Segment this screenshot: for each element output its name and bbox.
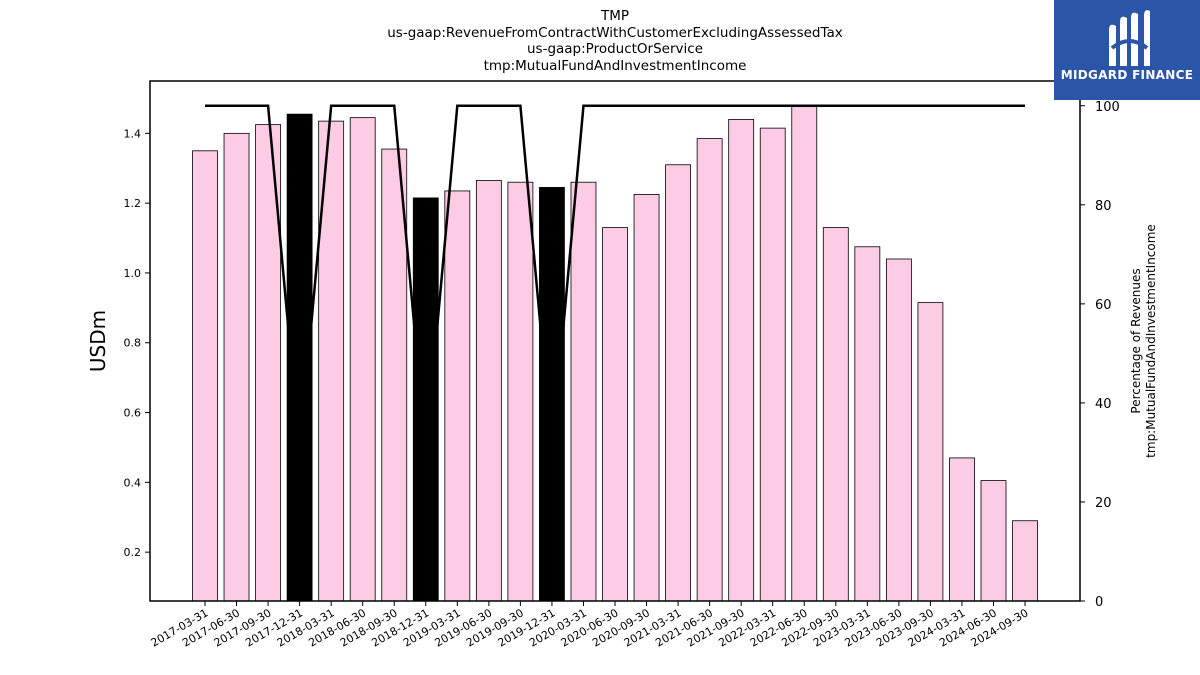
percentage-line [205, 104, 1026, 453]
midgard-logo-icon [1054, 8, 1200, 72]
bar-2018-06-30 [349, 117, 376, 602]
y2-axis-label-line-1: Percentage of Revenues [1129, 268, 1143, 413]
y-tick-label: 1.4 [124, 127, 142, 140]
bar-2019-12-31 [539, 187, 565, 602]
bar-2019-03-31 [444, 190, 471, 602]
bar-2022-03-31 [759, 127, 786, 602]
y2-tick-label: 40 [1095, 397, 1112, 412]
chart-title-line-3: us-gaap:ProductOrService [526, 41, 704, 57]
y-tick-label: 0.8 [124, 337, 142, 350]
y-axis-label: USDm [86, 310, 110, 372]
bar-2023-09-30 [917, 302, 944, 602]
bar-series [192, 105, 1038, 602]
y-tick-label: 0.2 [124, 546, 142, 559]
y2-axis-label-line-2: tmp:MutualFundAndInvestmentIncome [1144, 224, 1158, 458]
bar-2022-06-30 [791, 105, 818, 602]
bar-2023-03-31 [854, 246, 881, 602]
y2-tick-label: 20 [1095, 496, 1112, 511]
y-tick-label: 1.2 [124, 197, 142, 210]
bar-2021-06-30 [696, 138, 723, 602]
bar-2024-03-31 [949, 457, 975, 602]
y2-tick-label: 60 [1095, 298, 1112, 313]
bar-2020-06-30 [602, 227, 628, 602]
bar-2020-03-31 [570, 181, 597, 602]
bar-2018-09-30 [381, 148, 408, 602]
left-y-axis: 0.2 0.4 0.6 0.8 1.0 1.2 1.4 [124, 127, 150, 559]
y-tick-label: 0.6 [124, 407, 142, 420]
bar-2023-06-30 [885, 258, 912, 602]
bar-2019-06-30 [475, 180, 502, 602]
y2-tick-label: 0 [1095, 595, 1103, 610]
bar-2021-03-31 [665, 164, 691, 602]
bar-2018-12-31 [412, 197, 439, 602]
chart-title-line-2: us-gaap:RevenueFromContractWithCustomerE… [387, 24, 843, 41]
bar-2017-03-31 [192, 150, 218, 602]
x-axis: 2017-03-312017-06-302017-09-302017-12-31… [149, 601, 1031, 650]
chart-title-line-1: TMP [600, 8, 630, 24]
y2-tick-label: 100 [1095, 100, 1120, 115]
bar-2019-09-30 [507, 181, 534, 602]
percentage-line-series [205, 104, 1026, 453]
bar-2021-09-30 [728, 118, 755, 602]
chart-title-line-4: tmp:MutualFundAndInvestmentIncome [483, 57, 747, 74]
bar-2022-09-30 [822, 227, 849, 602]
y2-tick-label: 80 [1095, 199, 1112, 214]
bar-2020-09-30 [633, 194, 660, 602]
y-tick-label: 0.4 [124, 476, 142, 489]
logo-brand-text: MIDGARD FINANCE [1060, 68, 1194, 82]
chart-title: TMP us-gaap:RevenueFromContractWithCusto… [0, 8, 1200, 74]
y-tick-label: 1.0 [124, 267, 142, 280]
bar-2017-06-30 [223, 132, 250, 602]
right-y-axis: 0 20 40 60 80 100 [1080, 100, 1120, 610]
midgard-finance-logo: MIDGARD FINANCE [1054, 0, 1200, 100]
bar-2024-06-30 [980, 480, 1007, 602]
bar-2024-09-30 [1012, 520, 1038, 602]
